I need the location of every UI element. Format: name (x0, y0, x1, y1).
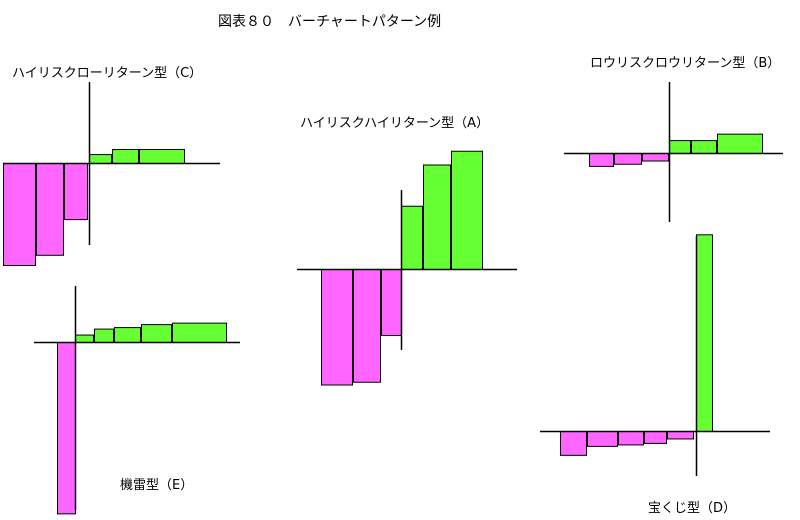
bar-b-5 (691, 140, 717, 155)
bar-e-5 (141, 324, 172, 343)
bar-c-4 (89, 154, 112, 164)
bar-a-3 (381, 269, 402, 336)
bar-c-1 (3, 163, 36, 266)
bar-d-5 (667, 431, 694, 440)
bar-a-6 (451, 150, 483, 270)
chart-label-c: ハイリスクローリターン型（C） (12, 66, 203, 81)
chart-label-b: ロウリスクロウリターン型（B） (590, 56, 781, 71)
bar-b-3 (642, 153, 669, 162)
bar-b-4 (669, 140, 691, 155)
bar-c-6 (139, 148, 185, 165)
bar-b-1 (589, 153, 614, 167)
bar-e-3 (94, 328, 114, 343)
bar-c-5 (112, 148, 139, 165)
chart-label-e: 機雷型（E） (120, 478, 194, 493)
bar-b-6 (717, 133, 763, 154)
bar-a-1 (321, 269, 353, 386)
bar-a-5 (423, 164, 451, 270)
bar-e-4 (114, 327, 141, 344)
chart-label-d: 宝くじ型（D） (648, 501, 737, 516)
bar-a-4 (401, 205, 423, 270)
bar-c-3 (64, 163, 88, 221)
figure-title: 図表８０ バーチャートパターン例 (218, 14, 442, 30)
bar-b-2 (614, 153, 642, 165)
chart-label-a: ハイリスクハイリターン型（A） (300, 116, 490, 131)
bar-e-6 (172, 322, 227, 344)
bar-c-2 (36, 163, 64, 256)
bar-a-2 (353, 269, 381, 383)
bar-d-3 (618, 431, 644, 446)
bar-d-4 (644, 431, 667, 444)
bar-d-2 (587, 431, 618, 447)
bar-d-6 (696, 234, 713, 432)
bar-d-1 (560, 431, 587, 456)
bar-e-1 (57, 342, 76, 515)
bar-e-2 (75, 334, 94, 343)
